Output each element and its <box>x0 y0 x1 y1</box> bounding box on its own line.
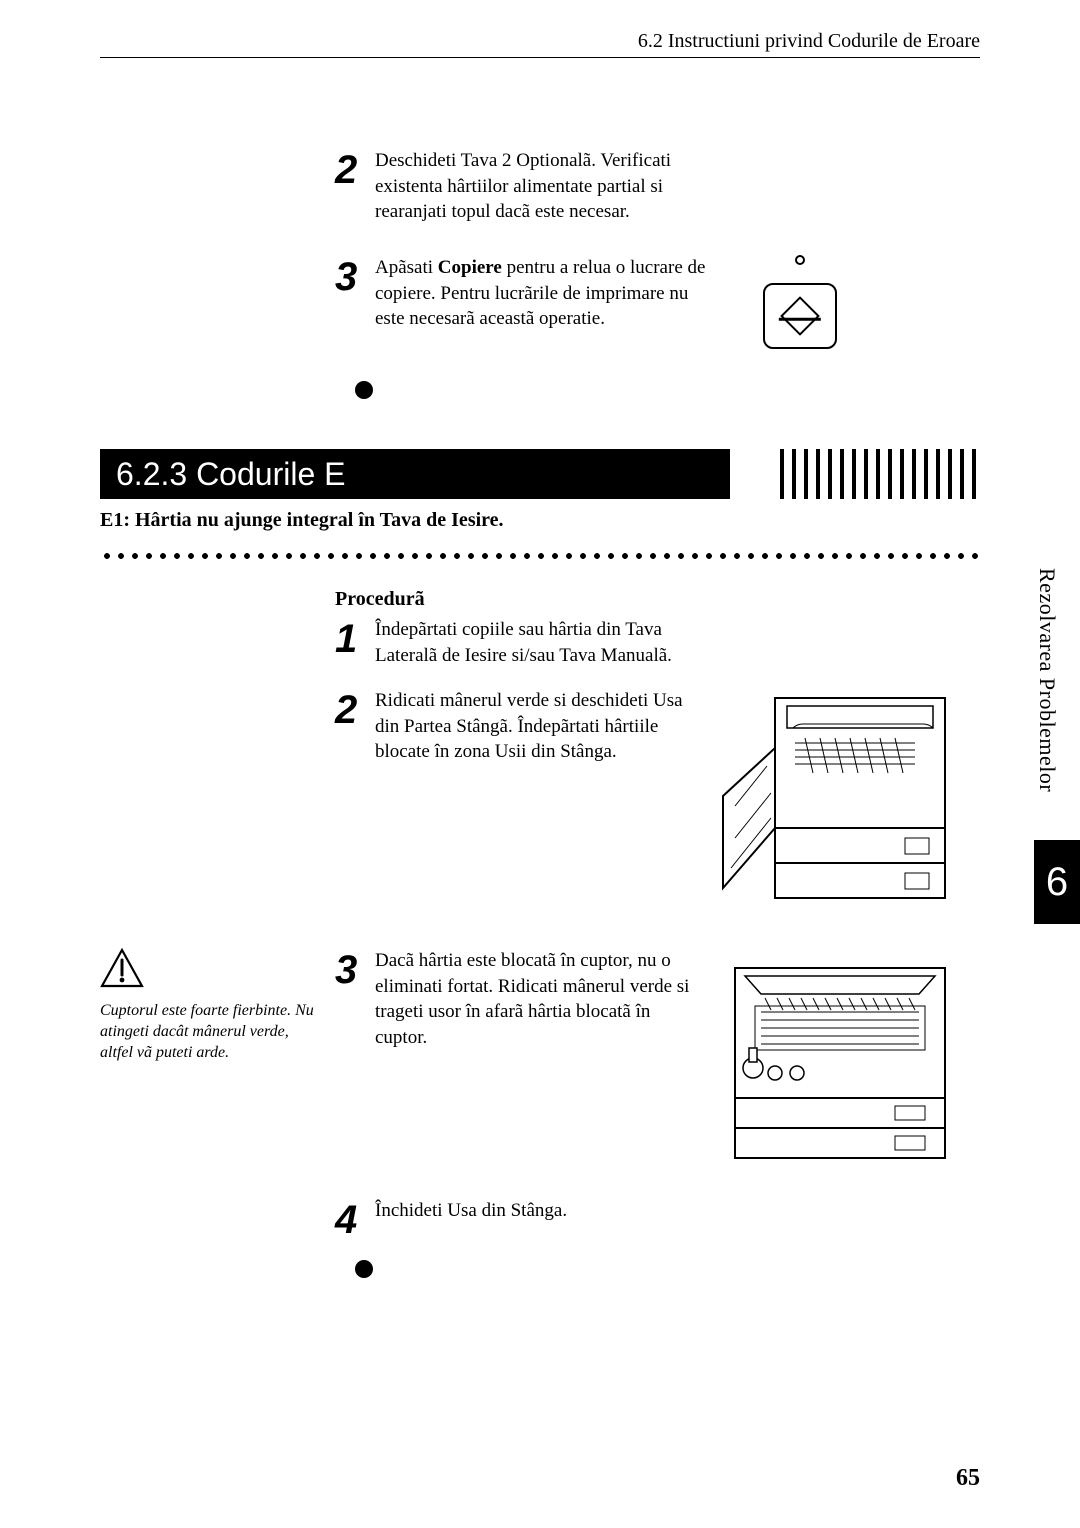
step-text: Deschideti Tava 2 Optionalã. Verificati … <box>375 148 715 225</box>
warning-note: Cuptorul este foarte fierbinte. Nu ating… <box>100 1001 319 1063</box>
step-number: 1 <box>335 617 375 659</box>
printer-open-door-figure <box>705 688 965 908</box>
top-step-2: 2 Deschideti Tava 2 Optionalã. Verificat… <box>100 148 980 225</box>
side-tab-chapter: 6 <box>1034 840 1080 924</box>
dotted-divider <box>100 552 980 560</box>
top-step-3: 3 Apãsati Copiere pentru a relua o lucra… <box>100 255 980 355</box>
warning-icon <box>100 948 144 988</box>
page-number: 65 <box>956 1465 980 1492</box>
sequence-terminator-dot <box>355 381 373 399</box>
step-text-pre: Apãsati <box>375 257 438 278</box>
proc-step-1: 1 Îndepãrtati copiile sau hârtia din Tav… <box>100 617 980 668</box>
chapter-side-tab: Rezolvarea Problemelor 6 <box>1034 520 1080 940</box>
step-text: Îndepãrtati copiile sau hârtia din Tava … <box>375 617 705 668</box>
step-number: 3 <box>335 948 375 990</box>
copy-button-figure <box>757 255 843 355</box>
step-text: Ridicati mânerul verde si deschideti Usa… <box>375 688 705 765</box>
step-text-bold: Copiere <box>438 257 502 278</box>
led-icon <box>795 255 805 265</box>
breadcrumb-text: 6.2 Instructiuni privind Codurile de <box>638 30 927 52</box>
proc-step-3: Cuptorul este foarte fierbinte. Nu ating… <box>100 948 980 1178</box>
header-breadcrumb: 6.2 Instructiuni privind Codurile de Ero… <box>100 30 980 58</box>
step-text: Dacã hârtia este blocatã în cuptor, nu o… <box>375 948 705 1051</box>
section-title: 6.2.3 Codurile E <box>116 449 345 499</box>
proc-step-2: 2 Ridicati mânerul verde si deschideti U… <box>100 688 980 928</box>
e1-subheading: E1: Hârtia nu ajunge integral în Tava de… <box>100 509 980 532</box>
step-text: Închideti Usa din Stânga. <box>375 1198 705 1224</box>
proc-step-4: 4 Închideti Usa din Stânga. <box>100 1198 980 1240</box>
copy-key-icon <box>763 283 837 349</box>
sequence-terminator-dot <box>355 1260 373 1278</box>
diamond-icon <box>780 296 820 336</box>
step-number: 4 <box>335 1198 375 1240</box>
breadcrumb-last: Eroare <box>927 30 980 52</box>
printer-fuser-figure <box>705 948 965 1168</box>
section-heading-bar: 6.2.3 Codurile E <box>100 449 980 499</box>
step-text: Apãsati Copiere pentru a relua o lucrare… <box>375 255 715 332</box>
side-tab-label: Rezolvarea Problemelor <box>1034 520 1060 840</box>
procedura-label: Procedurã <box>335 588 980 611</box>
step-number: 3 <box>335 255 375 297</box>
step-number: 2 <box>335 688 375 730</box>
step-number: 2 <box>335 148 375 190</box>
stripes-decoration <box>780 449 980 499</box>
